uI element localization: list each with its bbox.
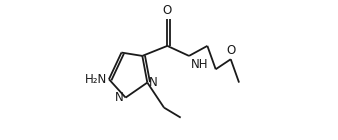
Text: N: N: [115, 91, 124, 104]
Text: O: O: [163, 4, 172, 17]
Text: O: O: [226, 44, 235, 57]
Text: N: N: [149, 76, 158, 89]
Text: H₂N: H₂N: [85, 73, 107, 86]
Text: NH: NH: [191, 58, 208, 71]
